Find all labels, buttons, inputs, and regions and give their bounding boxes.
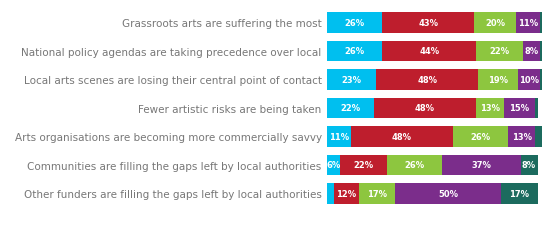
Text: 43%: 43% [418, 19, 438, 28]
Text: 13%: 13% [480, 104, 500, 113]
Bar [474, 13, 516, 34]
Bar [453, 127, 508, 147]
Bar [395, 183, 502, 204]
Text: 23%: 23% [342, 76, 362, 84]
Text: 26%: 26% [345, 19, 365, 28]
Text: 22%: 22% [353, 161, 373, 170]
Text: 13%: 13% [512, 132, 531, 141]
Text: 17%: 17% [509, 189, 530, 198]
Bar [503, 98, 535, 119]
Text: 48%: 48% [417, 76, 437, 84]
Bar [359, 183, 395, 204]
Bar [540, 70, 542, 90]
Bar [508, 127, 535, 147]
Text: 20%: 20% [485, 19, 505, 28]
Bar [478, 70, 519, 90]
Bar [327, 13, 382, 34]
Bar [327, 98, 374, 119]
Bar [340, 155, 387, 175]
Bar [540, 13, 542, 34]
Text: 11%: 11% [518, 19, 538, 28]
Bar [476, 98, 503, 119]
Text: 48%: 48% [415, 104, 435, 113]
Text: 15%: 15% [509, 104, 530, 113]
Text: 37%: 37% [471, 161, 491, 170]
Bar [442, 155, 520, 175]
Text: 22%: 22% [489, 47, 509, 56]
Bar [327, 41, 382, 62]
Bar [327, 70, 376, 90]
Text: 22%: 22% [340, 104, 361, 113]
Text: 6%: 6% [327, 161, 341, 170]
Text: 26%: 26% [345, 47, 365, 56]
Bar [502, 183, 537, 204]
Bar [327, 155, 340, 175]
Text: 48%: 48% [392, 132, 411, 141]
Bar [522, 41, 540, 62]
Bar [327, 183, 334, 204]
Text: 12%: 12% [336, 189, 356, 198]
Text: 11%: 11% [329, 132, 349, 141]
Bar [387, 155, 442, 175]
Bar [535, 127, 542, 147]
Text: 50%: 50% [438, 189, 458, 198]
Text: 8%: 8% [524, 47, 538, 56]
Text: 17%: 17% [367, 189, 387, 198]
Bar [382, 13, 474, 34]
Bar [334, 183, 359, 204]
Text: 26%: 26% [404, 161, 425, 170]
Text: 26%: 26% [470, 132, 490, 141]
Text: 44%: 44% [419, 47, 439, 56]
Bar [535, 98, 537, 119]
Bar [327, 127, 350, 147]
Text: 8%: 8% [522, 161, 536, 170]
Bar [476, 41, 522, 62]
Bar [520, 155, 537, 175]
Text: 19%: 19% [488, 76, 508, 84]
Bar [519, 70, 540, 90]
Text: 10%: 10% [519, 76, 539, 84]
Bar [350, 127, 453, 147]
Bar [382, 41, 476, 62]
Bar [540, 41, 542, 62]
Bar [374, 98, 476, 119]
Bar [376, 70, 478, 90]
Bar [516, 13, 540, 34]
